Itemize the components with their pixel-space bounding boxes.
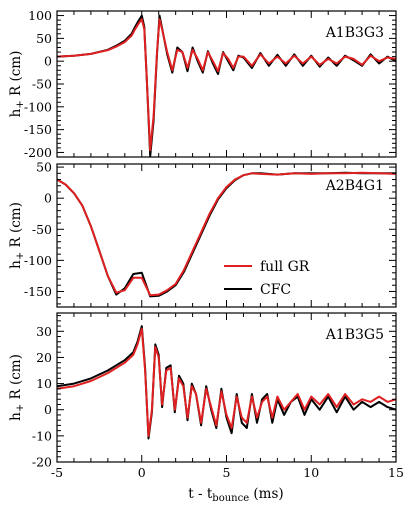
y-tick-label: 10 (36, 376, 52, 391)
y-tick-label: 0 (44, 191, 52, 206)
legend-label-cfc: CFC (260, 282, 291, 298)
y-axis-label: h+ R (cm) (8, 202, 26, 269)
panel-a1b3g5: -5 0 5 10 15 30 20 10 0 -10 -20 A1B3G5 h+ R (cm) (8, 312, 404, 480)
panel-label: A1B3G5 (325, 327, 384, 343)
series-line-full-gr (57, 171, 396, 297)
x-axis-label: t - tbounce (ms) (188, 486, 283, 504)
y-axis-label: h+ R (cm) (8, 354, 26, 421)
series-line-full-gr (57, 327, 396, 437)
y-axis-label: h+ R (cm) (8, 51, 26, 118)
panel-label: A1B3G3 (325, 25, 384, 41)
y-tick-label: -200 (24, 145, 52, 160)
y-tick-label: -50 (32, 222, 52, 237)
x-tick-label: 10 (303, 465, 319, 480)
y-tick-label: 30 (36, 324, 52, 339)
legend-label-full-gr: full GR (260, 259, 310, 275)
series-line-full-gr (57, 18, 396, 152)
y-tick-label: -10 (32, 428, 52, 443)
y-tick-label: -150 (24, 284, 52, 299)
y-tick-label: -100 (24, 253, 52, 268)
x-tick-label: 5 (223, 465, 231, 480)
x-tick-label: 15 (388, 465, 404, 480)
x-tick-label: 0 (138, 465, 146, 480)
y-tick-label: -150 (24, 122, 52, 137)
y-tick-label: -20 (32, 455, 52, 470)
legend: full GR CFC (224, 259, 310, 298)
panel-a1b3g3: 100 50 0 -50 -100 -150 -200 A1B3G3 h+ R (cm) (8, 8, 397, 160)
y-tick-label: -50 (32, 77, 52, 92)
y-tick-label: 50 (36, 160, 52, 175)
y-tick-label: 0 (44, 402, 52, 417)
y-tick-label: 50 (36, 31, 52, 46)
x-tick-label: -5 (51, 465, 63, 480)
y-tick-label: 0 (44, 54, 52, 69)
y-tick-label: 20 (36, 350, 52, 365)
panel-a2b4g1: 50 0 -50 -100 -150 A2B4G1 h+ R (cm) (8, 160, 397, 308)
y-tick-label: 100 (28, 8, 52, 23)
panel-label: A2B4G1 (325, 178, 384, 194)
y-tick-label: -100 (24, 99, 52, 114)
